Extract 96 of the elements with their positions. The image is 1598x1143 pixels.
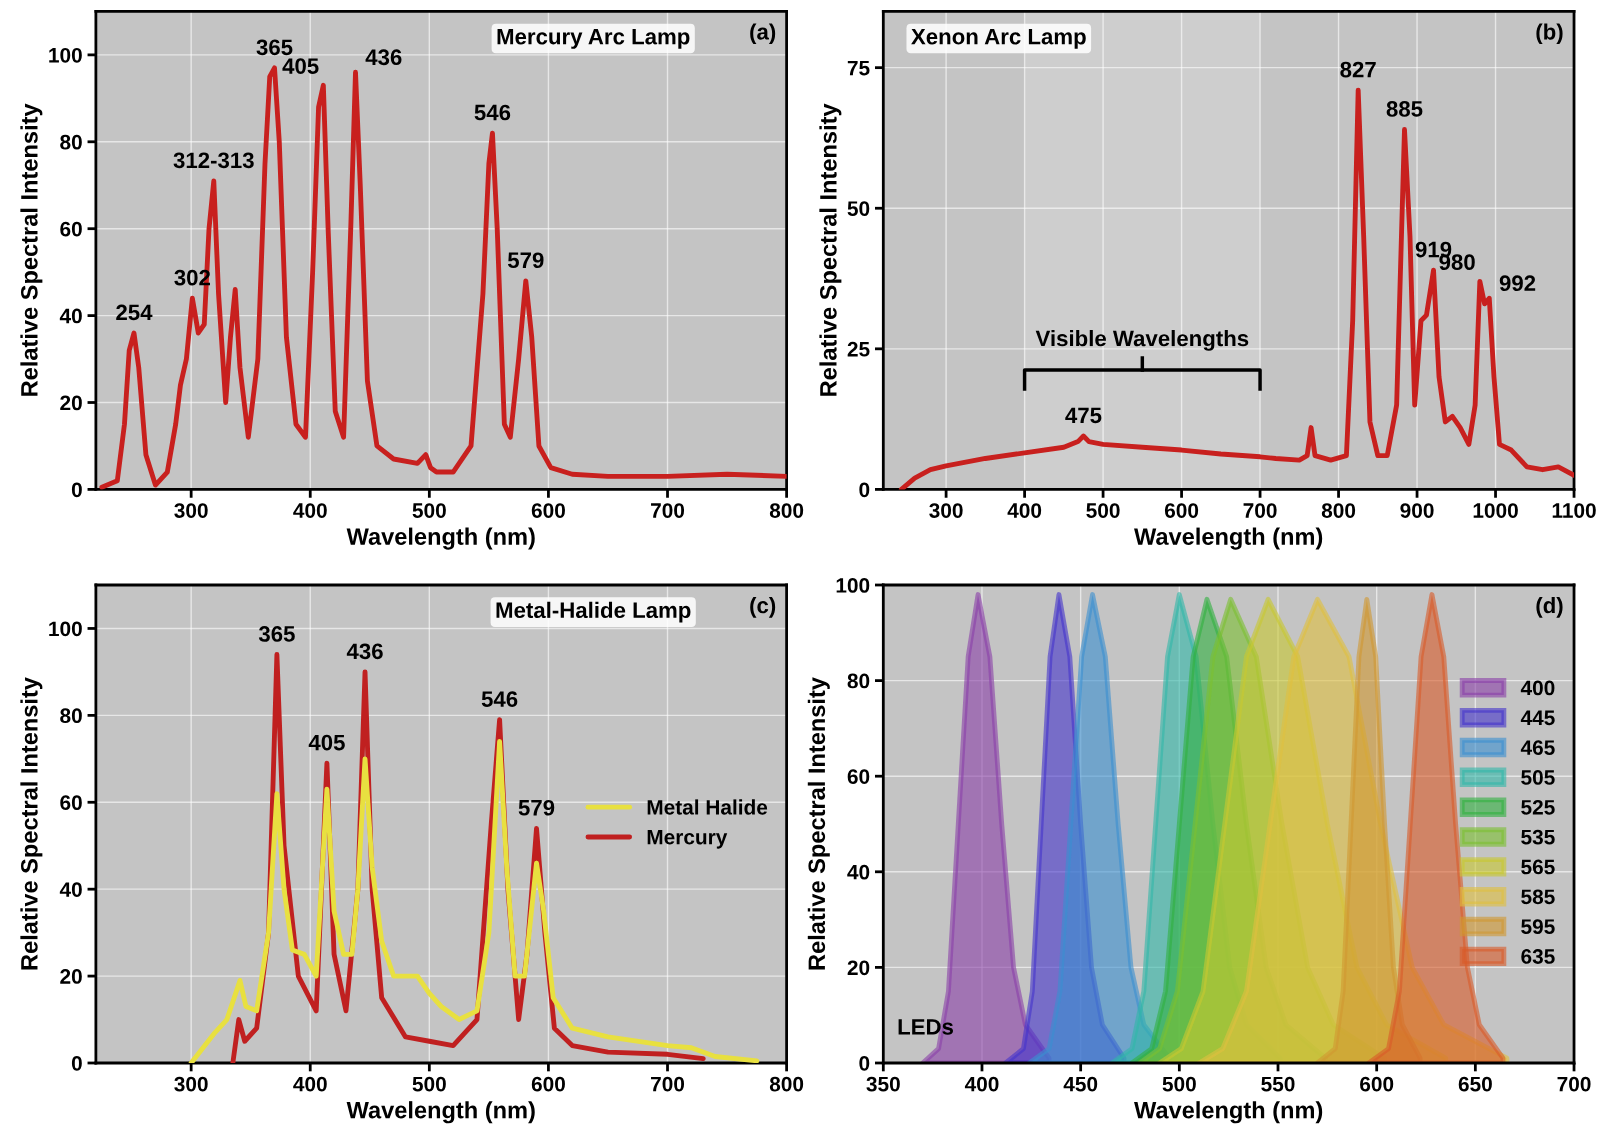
y-tick-label: 40 (59, 308, 82, 324)
annotation: 579 (518, 799, 555, 816)
y-tick-label: 50 (847, 201, 870, 216)
annotation: 992 (1499, 275, 1536, 292)
y-tick-label: 100 (49, 621, 82, 637)
y-tick-label: 25 (847, 341, 870, 357)
annotation: 579 (507, 252, 544, 269)
x-tick-label: 500 (1086, 503, 1120, 518)
y-tick-label: 20 (60, 969, 82, 984)
y-tick-label: 0 (71, 1055, 82, 1071)
y-tick-label: 80 (60, 134, 82, 150)
annotation: 365 (258, 626, 295, 642)
x-tick-label: 400 (293, 503, 327, 518)
y-axis-title: Relative Spectral Intensity (807, 677, 830, 970)
x-axis-title: Wavelength (nm) (1134, 1101, 1323, 1124)
x-tick-label: 600 (531, 503, 565, 518)
annotation: 405 (282, 58, 319, 74)
x-axis-title: Wavelength (nm) (346, 1101, 535, 1124)
text: Mercury Arc Lamp (497, 28, 690, 49)
x-tick-label: 800 (1321, 503, 1356, 518)
annotation: 365 (256, 39, 293, 56)
x-tick-label: 500 (1162, 1076, 1196, 1092)
annotation: (a) (750, 23, 776, 45)
x-tick-label: 1000 (1473, 503, 1518, 518)
y-tick-label: 0 (859, 482, 870, 498)
legend-label: 535 (1521, 829, 1555, 845)
text: Xenon Arc Lamp (911, 28, 1086, 49)
annotation: 254 (116, 304, 153, 321)
x-tick-label: 500 (412, 1076, 446, 1092)
y-tick-label: 40 (847, 864, 870, 880)
y-tick-label: 60 (60, 795, 82, 811)
x-tick-label: 450 (1063, 1076, 1098, 1092)
x-axis-title: Wavelength (nm) (1134, 527, 1323, 550)
x-tick-label: 400 (293, 1076, 327, 1092)
legend-label: 585 (1521, 889, 1555, 905)
x-tick-label: 400 (964, 1076, 999, 1092)
line-series (898, 87, 1575, 490)
y-axis-title: Relative Spectral Intensity (20, 677, 43, 970)
x-tick-label: 800 (769, 1076, 804, 1092)
legend-label: 595 (1521, 919, 1555, 935)
x-tick-label: 700 (651, 503, 685, 518)
text: Metal-Halide Lamp (496, 601, 691, 623)
band-label: Visible Wavelengths (1035, 329, 1249, 351)
y-tick-label: 100 (836, 578, 870, 593)
x-tick-label: 700 (1243, 503, 1277, 518)
x-tick-label: 650 (1458, 1076, 1492, 1092)
x-tick-label: 350 (866, 1076, 900, 1092)
x-tick-label: 300 (929, 503, 963, 518)
annotation: 827 (1340, 61, 1376, 78)
annotation: 546 (481, 691, 518, 707)
annotation: 312-313 (173, 152, 254, 169)
x-tick-label: 1100 (1552, 503, 1596, 518)
annotation: 475 (1065, 407, 1102, 424)
annotation: 546 (474, 104, 511, 121)
y-tick-label: 80 (60, 708, 82, 724)
y-axis-title: Relative Spectral Intensity (819, 103, 842, 396)
x-tick-label: 800 (769, 503, 804, 518)
x-tick-label: 600 (1164, 503, 1199, 518)
x-tick-label: 600 (1360, 1076, 1394, 1092)
x-tick-label: 700 (651, 1076, 685, 1092)
x-tick-label: 300 (174, 1076, 208, 1092)
y-tick-label: 80 (847, 673, 870, 689)
x-tick-label: 900 (1400, 503, 1434, 518)
legend-label: 445 (1520, 710, 1555, 726)
annotation: (c) (750, 596, 776, 618)
annotation: 405 (308, 734, 345, 751)
legend-label: 400 (1520, 680, 1555, 696)
legend-label: 525 (1521, 799, 1555, 815)
y-tick-label: 40 (59, 882, 82, 897)
y-tick-label: 0 (71, 482, 82, 498)
x-tick-label: 550 (1261, 1076, 1295, 1092)
x-axis-title: Wavelength (nm) (346, 527, 535, 550)
annotation: 436 (365, 49, 402, 66)
x-tick-label: 400 (1007, 503, 1042, 518)
legend-label: 505 (1521, 770, 1555, 785)
legend-label: Metal Halide (647, 799, 768, 815)
x-tick-label: 300 (174, 503, 208, 518)
annotation: 436 (346, 643, 383, 660)
x-tick-label: 700 (1557, 1076, 1591, 1092)
x-tick-label: 600 (531, 1076, 565, 1092)
y-tick-label: 100 (49, 47, 82, 63)
x-tick-label: 500 (412, 503, 446, 518)
y-tick-label: 0 (859, 1055, 870, 1071)
annotation: (b) (1536, 23, 1563, 45)
annotation: 885 (1386, 101, 1423, 117)
y-tick-label: 75 (847, 60, 870, 76)
y-tick-label: 20 (60, 395, 82, 411)
annotation: (d) (1536, 596, 1563, 618)
legend-label: 635 (1521, 949, 1555, 964)
y-axis-title: Relative Spectral Intensity (20, 103, 43, 396)
y-tick-label: 20 (847, 960, 870, 976)
legend-label: 565 (1521, 859, 1555, 875)
y-tick-label: 60 (847, 769, 870, 784)
legend-label: Mercury (647, 829, 728, 849)
y-tick-label: 60 (60, 221, 82, 237)
legend-label: 465 (1520, 740, 1555, 755)
